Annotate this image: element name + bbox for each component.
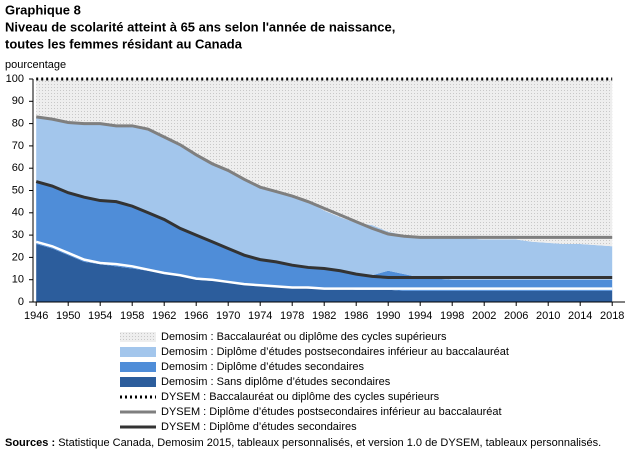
legend-label: Demosim : Sans diplôme d’études secondai… bbox=[161, 376, 391, 388]
area bbox=[36, 181, 613, 291]
y-tick-label: 100 bbox=[6, 73, 24, 85]
x-tick-label: 1994 bbox=[408, 310, 432, 322]
sources-text: Statistique Canada, Demosim 2015, tablea… bbox=[58, 437, 602, 449]
x-tick-label: 2002 bbox=[472, 310, 496, 322]
legend-swatch bbox=[120, 362, 156, 372]
x-tick-label: 2010 bbox=[536, 310, 560, 322]
chart-title: toutes les femmes résidant au Canada bbox=[5, 36, 243, 51]
chart-label: Graphique 8 bbox=[5, 2, 81, 17]
x-tick-label: 1990 bbox=[376, 310, 400, 322]
x-tick-label: 1962 bbox=[152, 310, 176, 322]
y-tick-label: 60 bbox=[12, 162, 24, 174]
line bbox=[35, 115, 613, 239]
x-tick-label: 2018 bbox=[600, 310, 624, 322]
y-tick-label: 0 bbox=[18, 296, 24, 308]
area bbox=[36, 244, 613, 302]
x-tick-label: 1966 bbox=[184, 310, 208, 322]
area bbox=[36, 79, 613, 247]
y-tick-label: 30 bbox=[12, 229, 24, 241]
x-tick-label: 1986 bbox=[344, 310, 368, 322]
x-tick-label: 1954 bbox=[88, 310, 112, 322]
y-tick-label: 20 bbox=[12, 251, 24, 263]
x-tick-label: 1974 bbox=[248, 310, 272, 322]
line bbox=[35, 240, 613, 290]
legend-swatch bbox=[120, 332, 156, 342]
y-tick-label: 90 bbox=[12, 95, 24, 107]
legend-swatch bbox=[120, 347, 156, 357]
y-axis-label: pourcentage bbox=[5, 59, 66, 71]
legend-label: Demosim : Baccalauréat ou diplôme des cy… bbox=[161, 331, 447, 343]
legend-label: Demosim : Diplôme d’études postsecondair… bbox=[161, 346, 509, 358]
line bbox=[35, 180, 613, 279]
area bbox=[36, 116, 613, 280]
x-tick-label: 1950 bbox=[56, 310, 80, 322]
y-tick-label: 10 bbox=[12, 274, 24, 286]
x-tick-label: 1998 bbox=[440, 310, 464, 322]
sources-label: Sources : bbox=[5, 437, 56, 449]
x-tick-label: 1982 bbox=[312, 310, 336, 322]
x-tick-label: 2014 bbox=[568, 310, 592, 322]
chart: Graphique 8 Niveau de scolarité atteint … bbox=[5, 2, 625, 437]
y-tick-label: 50 bbox=[12, 184, 24, 196]
legend-label: DYSEM : Diplôme d’études postsecondaires… bbox=[161, 406, 502, 418]
x-tick-label: 1946 bbox=[24, 310, 48, 322]
legend-swatch bbox=[120, 377, 156, 387]
x-tick-label: 2006 bbox=[504, 310, 528, 322]
legend-label: DYSEM : Baccalauréat ou diplôme des cycl… bbox=[161, 391, 440, 403]
y-tick-label: 80 bbox=[12, 118, 24, 130]
sources: Sources : Statistique Canada, Demosim 20… bbox=[5, 437, 633, 450]
x-tick-label: 1958 bbox=[120, 310, 144, 322]
legend-label: DYSEM : Sans diplôme d’études secondaire… bbox=[161, 436, 383, 437]
y-tick-label: 40 bbox=[12, 207, 24, 219]
chart-title: Niveau de scolarité atteint à 65 ans sel… bbox=[5, 19, 395, 34]
y-tick-label: 70 bbox=[12, 140, 24, 152]
x-tick-label: 1970 bbox=[216, 310, 240, 322]
legend-label: DYSEM : Diplôme d’études secondaires bbox=[161, 421, 357, 433]
x-tick-label: 1978 bbox=[280, 310, 304, 322]
legend-label: Demosim : Diplôme d’études secondaires bbox=[161, 361, 364, 373]
